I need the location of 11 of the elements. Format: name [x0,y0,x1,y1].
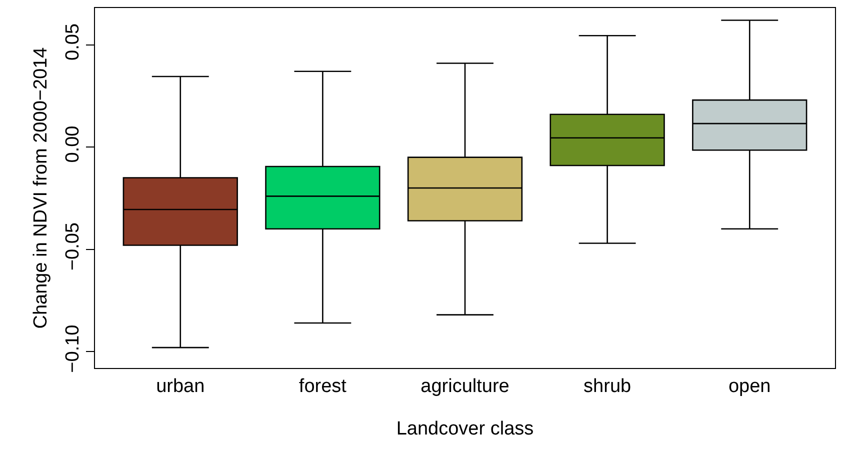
x-axis-title: Landcover class [396,418,534,440]
y-tick-label: −0.10 [62,324,84,373]
x-tick-label: open [728,376,771,397]
y-tick-label: 0.05 [62,23,84,60]
x-tick-label: agriculture [420,376,510,397]
y-tick-label: −0.05 [62,222,84,271]
x-tick-label: urban [156,376,205,397]
y-tick-label: 0.00 [62,126,84,163]
y-axis-title: Change in NDVI from 2000−2014 [30,46,52,329]
x-tick-label: shrub [584,376,632,397]
x-tick-label: forest [298,376,348,397]
